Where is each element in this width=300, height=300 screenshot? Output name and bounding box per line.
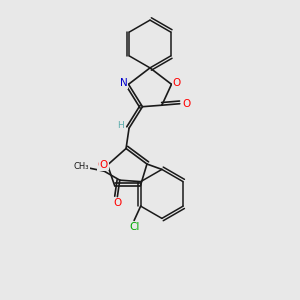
Text: N: N [119, 78, 127, 88]
Text: O: O [182, 99, 190, 109]
Text: O: O [98, 160, 106, 170]
Text: CH₃: CH₃ [74, 162, 89, 171]
Text: H: H [117, 121, 124, 130]
Text: O: O [100, 160, 108, 170]
Text: O: O [172, 78, 181, 88]
Text: O: O [113, 199, 122, 208]
Text: Cl: Cl [129, 222, 139, 232]
